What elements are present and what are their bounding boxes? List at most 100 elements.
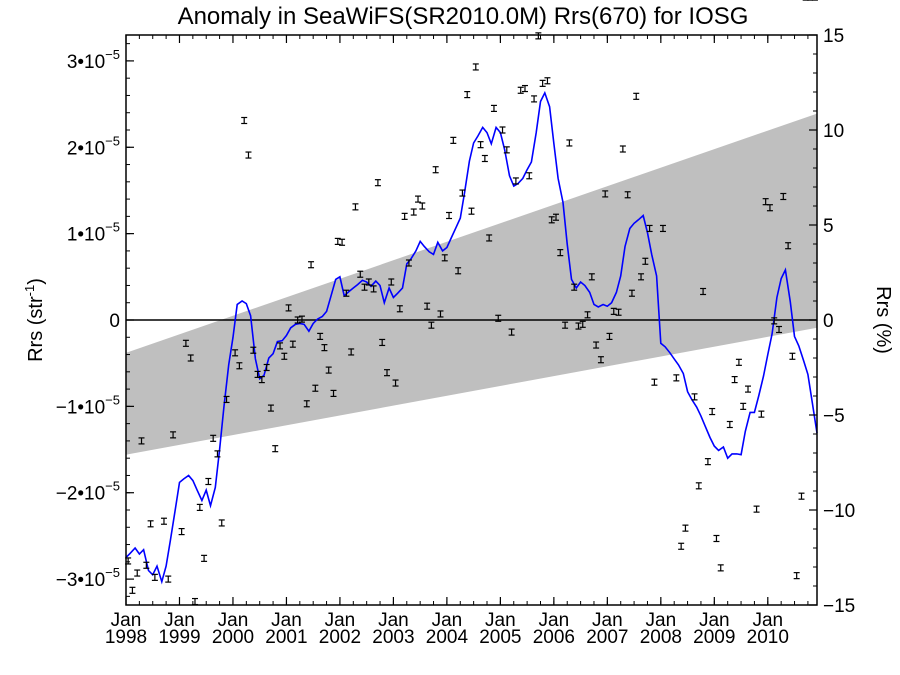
x-tick-label: 2002 (319, 627, 361, 648)
y-tick-label-right: 15 (823, 26, 844, 47)
x-tick-label: Jan (164, 610, 195, 631)
x-tick-label: Jan (752, 610, 783, 631)
anomaly-point (370, 285, 377, 293)
x-tick-label: 2003 (372, 627, 414, 648)
x-tick-label: Jan (325, 610, 356, 631)
anomaly-point (521, 84, 528, 93)
anomaly-point (205, 477, 212, 486)
anomaly-point (143, 561, 150, 569)
y-axis-right-label: Rrs (%) (872, 286, 894, 354)
anomaly-point (740, 402, 747, 410)
y-tick-label-left: 2•10−5 (67, 133, 120, 159)
anomaly-point (187, 354, 194, 362)
anomaly-point (428, 321, 435, 329)
x-tick-label: 2007 (586, 627, 628, 648)
anomaly-point (709, 407, 716, 416)
anomaly-point (437, 310, 444, 318)
anomaly-point (379, 338, 386, 347)
anomaly-point (544, 77, 551, 85)
anomaly-point (151, 573, 158, 581)
anomaly-points-layer (125, 0, 818, 606)
anomaly-point (272, 445, 279, 453)
anomaly-point (236, 362, 243, 370)
anomaly-point (317, 332, 324, 341)
anomaly-point (575, 322, 582, 330)
uncertainty-band (126, 113, 817, 455)
anomaly-point (294, 316, 301, 324)
anomaly-point (588, 273, 595, 281)
y-tick-label-right: −5 (823, 406, 845, 427)
x-tick-label: 2010 (747, 627, 789, 648)
anomaly-point (446, 211, 453, 220)
anomaly-point (508, 328, 515, 336)
anomaly-point (415, 195, 422, 203)
anomaly-point (539, 79, 546, 87)
anomaly-point (579, 320, 586, 328)
anomaly-point (250, 346, 257, 354)
anomaly-point (459, 189, 466, 197)
anomaly-point (160, 517, 167, 525)
anomaly-point (735, 358, 742, 366)
anomaly-point (785, 242, 792, 250)
running-mean-layer (125, 90, 818, 585)
anomaly-point (682, 524, 689, 532)
x-tick-label: 1998 (105, 627, 147, 648)
anomaly-point (486, 234, 493, 242)
anomaly-point (624, 191, 631, 199)
y-tick-label-right: 10 (823, 121, 844, 142)
anomaly-point (312, 384, 319, 392)
y-axis-left-label: Rrs (str-1) (22, 278, 47, 362)
anomaly-point (357, 270, 364, 278)
anomaly-point (593, 341, 600, 349)
y-tick-label-left: 1•10−5 (67, 220, 120, 246)
anomaly-point (410, 208, 417, 216)
x-tick-label: 1999 (158, 627, 200, 648)
x-tick-label: Jan (432, 610, 463, 631)
x-tick-label: Jan (271, 610, 302, 631)
anomaly-point (606, 332, 613, 341)
anomaly-point (374, 179, 381, 187)
anomaly-point (285, 304, 292, 312)
anomaly-point (401, 212, 408, 220)
anomaly-point (531, 95, 538, 103)
anomaly-point (517, 86, 524, 94)
y-tick-label-left: −1•10−5 (56, 392, 120, 418)
anomaly-point (503, 146, 510, 154)
y-tick-label-right: −15 (823, 596, 855, 617)
anomaly-point (557, 249, 564, 257)
x-tick-label: 2004 (426, 627, 469, 648)
anomaly-point (303, 400, 310, 408)
anomaly-point (339, 238, 346, 246)
anomaly-point (642, 257, 649, 265)
anomaly-point (450, 136, 457, 144)
anomaly-point (704, 458, 711, 466)
anomaly-point (691, 393, 698, 401)
anomaly-point (321, 344, 328, 352)
anomaly-point (700, 287, 707, 296)
anomaly-point (771, 317, 778, 325)
uncertainty-band-layer (126, 113, 817, 455)
anomaly-point (468, 207, 475, 215)
anomaly-point (499, 126, 506, 134)
anomaly-point (633, 92, 640, 100)
anomaly-point (182, 339, 189, 347)
x-tick-label: 2009 (693, 627, 735, 648)
anomaly-point (673, 374, 680, 382)
anomaly-point (553, 213, 560, 221)
anomaly-point (512, 177, 519, 185)
anomaly-point (713, 534, 720, 543)
anomaly-point (223, 395, 230, 404)
anomaly-point (424, 302, 431, 310)
anomaly-point (281, 352, 288, 360)
anomaly-point (201, 554, 208, 562)
anomaly-point (343, 289, 350, 297)
anomaly-point (619, 145, 626, 153)
anomaly-point (638, 273, 645, 281)
x-tick-label: Jan (218, 610, 249, 631)
x-axis: Jan1998Jan1999Jan2000Jan2001Jan2002Jan20… (105, 35, 809, 648)
anomaly-point (138, 437, 145, 445)
anomaly-point (659, 224, 666, 233)
anomaly-point (383, 369, 390, 377)
anomaly-point (218, 519, 225, 527)
anomaly-point (562, 321, 569, 329)
